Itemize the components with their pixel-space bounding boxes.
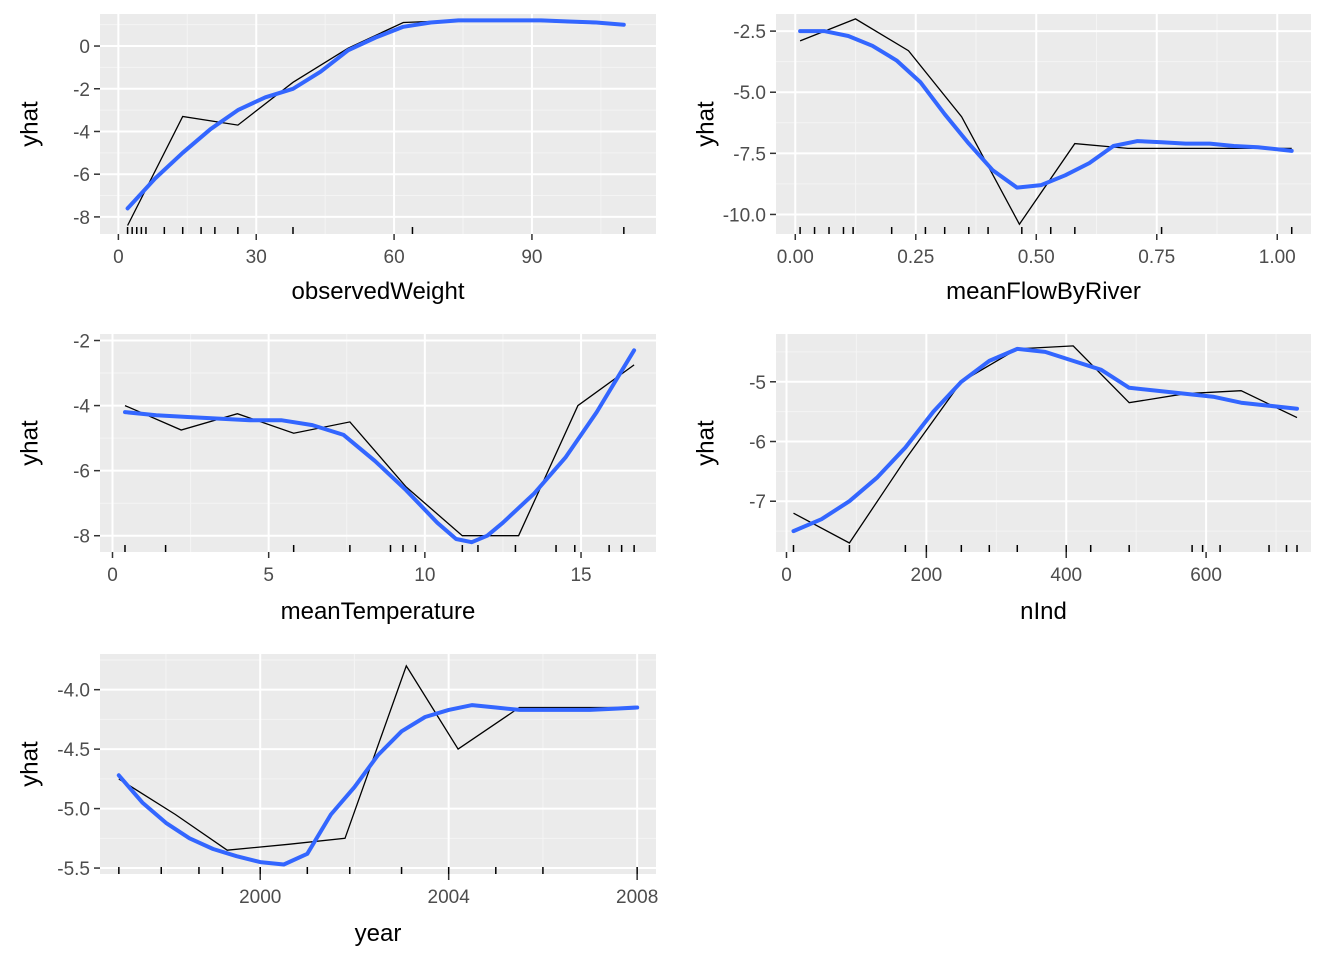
y-tick-label: -4.0 bbox=[57, 681, 90, 702]
y-tick-label: -5 bbox=[749, 373, 766, 394]
x-tick-label: 0.75 bbox=[1138, 247, 1175, 268]
x-tick-label: 5 bbox=[263, 565, 274, 586]
x-tick-label: 0.00 bbox=[777, 247, 814, 268]
y-tick-label: -4.5 bbox=[57, 740, 90, 761]
x-tick-label: 2008 bbox=[616, 887, 658, 908]
y-tick-label: -6 bbox=[749, 433, 766, 454]
x-tick-label: 1.00 bbox=[1259, 247, 1296, 268]
smooth-series-line bbox=[791, 346, 1299, 534]
x-tick-label: 0 bbox=[107, 565, 118, 586]
panel-background bbox=[100, 14, 656, 234]
y-tick-label: -7 bbox=[749, 492, 766, 513]
panel-background bbox=[776, 334, 1311, 552]
x-tick-label: 400 bbox=[1050, 565, 1082, 586]
x-tick-label: 90 bbox=[521, 247, 542, 268]
y-tick-label: -7.5 bbox=[733, 144, 766, 165]
raw-series-line bbox=[118, 664, 638, 851]
y-tick-label: -2 bbox=[73, 80, 90, 101]
x-tick-label: 2004 bbox=[428, 887, 471, 908]
y-axis-title: yhat bbox=[693, 101, 720, 147]
smooth-series-line bbox=[798, 29, 1294, 190]
x-axis-title: meanTemperature bbox=[281, 598, 476, 625]
x-tick-label: 600 bbox=[1190, 565, 1222, 586]
y-tick-label: -4 bbox=[73, 122, 90, 143]
raw-series-line bbox=[793, 345, 1298, 544]
panel-mean-temperature: 0 5 10 15 -2 -4 -6 -8 meanTemperature yhat bbox=[17, 332, 656, 625]
y-tick-label: -5.0 bbox=[733, 83, 766, 104]
x-tick-label: 60 bbox=[384, 247, 405, 268]
x-tick-label: 0.25 bbox=[897, 247, 934, 268]
y-tick-label: -5.5 bbox=[57, 859, 90, 880]
panel-background bbox=[100, 334, 656, 552]
x-axis-title: nInd bbox=[1020, 598, 1067, 625]
x-tick-label: 0 bbox=[113, 247, 124, 268]
y-tick-label: -8 bbox=[73, 208, 90, 229]
panel-mean-flow-by-river: 0.00 0.25 0.50 0.75 1.00 -2.5 -5.0 -7.5 -10.0 mea… bbox=[693, 14, 1311, 305]
y-tick-label: -6 bbox=[73, 165, 90, 186]
y-tick-label: -5.0 bbox=[57, 800, 90, 821]
panel-n-ind: 0 200 400 600 -5 -6 -7 nInd yhat bbox=[693, 334, 1311, 625]
y-tick-label: -2.5 bbox=[733, 22, 766, 43]
x-axis-title: observedWeight bbox=[292, 278, 465, 305]
x-tick-label: 2000 bbox=[239, 887, 281, 908]
x-axis-title: meanFlowByRiver bbox=[946, 278, 1141, 305]
x-tick-label: 0.50 bbox=[1018, 247, 1055, 268]
y-tick-label: 0 bbox=[79, 37, 90, 58]
y-tick-label: -10.0 bbox=[723, 205, 766, 226]
x-tick-label: 0 bbox=[781, 565, 792, 586]
panel-background bbox=[100, 654, 656, 874]
y-axis-title: yhat bbox=[693, 420, 720, 466]
smooth-series-line bbox=[123, 348, 637, 545]
x-axis-title: year bbox=[355, 920, 402, 947]
panel-year: 2000 2004 2008 -4.0 -4.5 -5.0 -5.5 year yhat bbox=[17, 654, 658, 947]
x-tick-label: 200 bbox=[911, 565, 943, 586]
y-tick-label: -6 bbox=[73, 462, 90, 483]
raw-series-line bbox=[124, 364, 635, 537]
smooth-series-line bbox=[125, 18, 626, 211]
y-axis-title: yhat bbox=[17, 420, 44, 466]
y-tick-label: -2 bbox=[73, 332, 90, 353]
panel-background bbox=[776, 14, 1311, 234]
x-tick-label: 30 bbox=[246, 247, 267, 268]
x-tick-label: 10 bbox=[414, 565, 435, 586]
y-tick-label: -4 bbox=[73, 397, 90, 418]
smooth-series-line bbox=[116, 703, 640, 867]
y-tick-label: -8 bbox=[73, 527, 90, 548]
y-axis-title: yhat bbox=[17, 101, 44, 147]
panel-observed-weight: 0 30 60 90 0 -2 -4 -6 -8 observedWeight yhat bbox=[17, 14, 656, 305]
y-axis-title: yhat bbox=[17, 741, 44, 787]
x-tick-label: 15 bbox=[570, 565, 591, 586]
